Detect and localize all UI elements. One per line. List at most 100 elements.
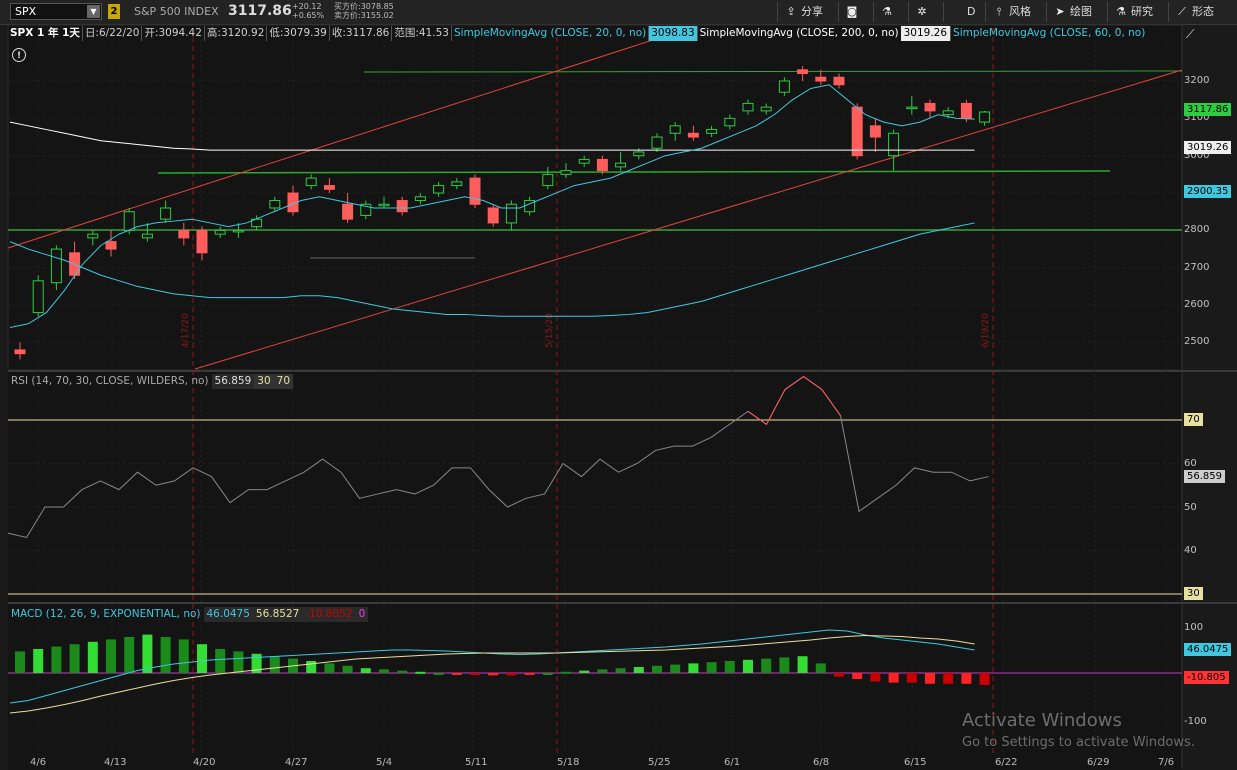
sma200-price-tag: 3019.26 — [1184, 141, 1232, 154]
x-tick: 6/22 — [995, 757, 1018, 768]
macd-line — [9, 629, 975, 704]
candle-body — [505, 203, 517, 224]
sma60-label[interactable]: SimpleMovingAvg (CLOSE, 60, 0, no) — [950, 26, 1147, 41]
flask-button[interactable]: ⚗ — [873, 2, 903, 22]
event-vline-label: 4/17/20 — [181, 313, 191, 348]
candle-body — [141, 233, 153, 239]
macd-histogram-bar — [815, 663, 826, 673]
last-price-tag: 3117.86 — [1184, 103, 1232, 116]
x-tick: 4/6 — [30, 757, 47, 768]
change-pct: +0.65% — [292, 11, 325, 20]
rsi-line — [7, 375, 989, 539]
sma20-label[interactable]: SimpleMovingAvg (CLOSE, 20, 0, no) — [450, 26, 648, 41]
macd-histogram-bar — [943, 673, 954, 684]
sma20-value: 3098.83 — [648, 26, 697, 41]
link-group-badge[interactable]: 2 — [108, 4, 120, 19]
expand-icon[interactable]: ⟋ — [1186, 27, 1195, 41]
x-tick: 4/27 — [285, 757, 308, 768]
candle-body — [232, 229, 244, 233]
price-tick: 2800 — [1184, 224, 1210, 235]
macd-label[interactable]: MACD (12, 26, 9, EXPONENTIAL, no) — [11, 608, 201, 620]
macd-histogram-bar — [633, 667, 644, 673]
patterns-button[interactable]: ⟋ 形态 — [1168, 2, 1228, 22]
x-tick: 6/15 — [904, 757, 927, 768]
drawing-button[interactable]: ➤ 绘图 — [1046, 2, 1102, 22]
bar-date: 日:6/22/20 — [81, 26, 142, 41]
candle-body — [214, 229, 226, 235]
ask-price: 卖方价:3155.02 — [334, 11, 394, 20]
macd-histogram-bar — [15, 651, 25, 673]
macd-diff-tag: -10.805 — [1184, 671, 1229, 684]
rsi-overbought-segment — [747, 375, 841, 426]
alert-icon[interactable]: ! — [12, 48, 26, 62]
sma200-label[interactable]: SimpleMovingAvg (CLOSE, 200, 0, no) — [696, 26, 901, 41]
price-tick: 2600 — [1184, 299, 1210, 310]
macd-histogram-bar — [488, 673, 499, 676]
macd-histogram-bar — [561, 671, 571, 674]
candle-body — [924, 102, 936, 112]
chevron-down-icon[interactable]: ▼ — [87, 5, 100, 18]
watermark-title: Activate Windows — [962, 710, 1122, 731]
gear-icon: ✲ — [917, 5, 927, 18]
macd-histogram-bar — [870, 673, 881, 682]
studies-button[interactable]: ⚗ 研究 — [1107, 2, 1163, 22]
candle-body — [196, 229, 208, 254]
candle-body — [888, 132, 900, 157]
candle-body — [742, 102, 754, 112]
candle-body — [833, 76, 845, 86]
candle-body — [160, 207, 172, 220]
rsi-tick: 60 — [1184, 458, 1197, 469]
candle-body — [178, 229, 190, 239]
candle-body — [651, 136, 663, 149]
macd-histogram-bar — [397, 670, 408, 673]
x-tick: 5/4 — [376, 757, 393, 768]
macd-histogram-bar — [834, 673, 844, 677]
x-tick: 6/29 — [1087, 757, 1110, 768]
bid-price: 买方价:3078.85 — [334, 2, 394, 11]
macd-histogram-bar — [979, 673, 990, 685]
macd-histogram-bar — [415, 671, 426, 674]
rsi-label[interactable]: RSI (14, 70, 30, CLOSE, WILDERS, no) — [11, 375, 209, 387]
macd-histogram-bar — [306, 661, 317, 673]
macd-histogram-bar — [342, 665, 353, 673]
change-abs: +20.12 — [292, 2, 322, 11]
candle-body — [433, 185, 445, 194]
share-button[interactable]: ⇪ 分享 — [777, 2, 833, 22]
x-tick: 6/8 — [813, 757, 830, 768]
candle-body — [869, 125, 881, 138]
macd-histogram-bar — [888, 673, 899, 683]
resistance-line — [363, 70, 1183, 73]
x-tick: 4/13 — [104, 757, 127, 768]
candle-body — [32, 280, 44, 314]
snapshot-button[interactable]: ◙ — [838, 2, 868, 22]
candle-body — [578, 158, 590, 164]
macd-tick: 100 — [1184, 622, 1204, 633]
candle-body — [960, 102, 972, 119]
candle-body — [687, 132, 699, 138]
macd-zero: 0 — [355, 607, 369, 622]
aggregation-button[interactable]: D — [943, 2, 979, 22]
candle-body — [706, 129, 718, 134]
price-tick: 3100 — [1184, 112, 1210, 123]
macd-histogram-bar — [797, 656, 808, 673]
candle-body — [542, 173, 554, 187]
flask-icon: ⚗ — [882, 5, 892, 18]
sma60-price-tag: 2900.35 — [1184, 185, 1232, 198]
pattern-icon: ⟋ — [1178, 5, 1186, 18]
candle-body — [14, 349, 26, 355]
cursor-icon: ➤ — [1055, 5, 1065, 18]
settings-button[interactable]: ✲ — [908, 2, 938, 22]
candle-body — [342, 203, 354, 220]
bar-range: 范围:41.53 — [391, 26, 451, 41]
symbol-input[interactable]: SPX ▼ — [10, 3, 102, 20]
rsi-30-tag: 30 — [1184, 587, 1203, 600]
candle-body — [105, 241, 117, 250]
watermark-subtitle: Go to Settings to activate Windows. — [962, 735, 1195, 750]
macd-histogram-bar — [87, 641, 98, 673]
candle-body — [487, 207, 499, 224]
style-button[interactable]: ⫯ 风格 — [985, 2, 1041, 22]
candle-body — [560, 170, 572, 175]
macd-histogram-bar — [251, 653, 262, 673]
macd-diff: -10.8052 — [302, 607, 356, 622]
